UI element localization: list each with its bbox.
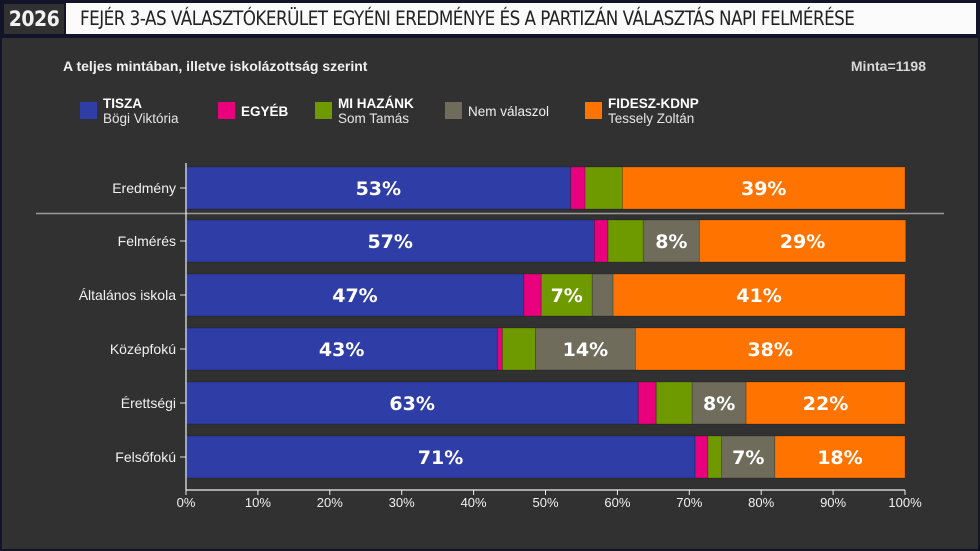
bar-segment-nem-valaszol-felmeres (642, 219, 700, 263)
bar-segment-fidesz-kdnp-kozepfoku (634, 327, 906, 371)
year-badge: 2026 (4, 4, 64, 34)
data-label-mi-hazank-altalanos-iskola: 7% (551, 285, 583, 307)
legend-item-fidesz: FIDESZ-KDNP Tessely Zoltán (585, 96, 699, 126)
bar-segment-mi-hazank-kozepfoku (501, 327, 536, 371)
chart-subtitle: A teljes mintában, illetve iskolázottság… (63, 58, 368, 74)
x-tick-label: 50% (532, 495, 558, 510)
data-label-fidesz-kdnp-kozepfoku: 38% (747, 339, 792, 361)
bar-segment-egyeb-erettsegi (637, 381, 657, 425)
category-label-erettsegi: Érettségi (121, 395, 176, 411)
header-bar: 2026 FEJÉR 3-AS VÁLASZTÓKERÜLET EGYÉNI E… (0, 0, 980, 38)
x-tick-label: 70% (676, 495, 702, 510)
chart-title-text: FEJÉR 3-AS VÁLASZTÓKERÜLET EGYÉNI EREDMÉ… (80, 7, 855, 30)
data-label-fidesz-kdnp-eredmeny: 39% (741, 178, 786, 200)
data-label-nem-valaszol-kozepfoku: 14% (563, 339, 608, 361)
legend-swatch-egyeb (218, 102, 235, 119)
bar-segment-egyeb-felmeres (593, 219, 609, 263)
category-label-kozepfoku: Középfokú (110, 341, 176, 357)
category-label-felmeres: Felmérés (118, 233, 176, 249)
data-label-tisza-altalanos-iskola: 47% (332, 285, 377, 307)
bar-segment-mi-hazank-erettsegi (655, 381, 693, 425)
x-tick-label: 0% (177, 495, 196, 510)
bar-segment-nem-valaszol-erettsegi (691, 381, 747, 425)
data-label-fidesz-kdnp-felsofoku: 18% (817, 447, 862, 469)
data-label-tisza-felsofoku: 71% (418, 447, 463, 469)
legend-sublabel: Bögi Viktória (103, 111, 179, 126)
legend-swatch-mi-hazank (315, 102, 332, 119)
bar-segment-fidesz-kdnp-felmeres (698, 219, 907, 263)
bar-segment-mi-hazank-eredmeny (584, 166, 623, 210)
data-label-nem-valaszol-felsofoku: 7% (732, 447, 764, 469)
x-tick-label: 20% (317, 495, 343, 510)
bar-segment-egyeb-felsofoku (694, 435, 709, 479)
bar-segment-mi-hazank-felmeres (607, 219, 644, 263)
bar-segment-egyeb-eredmeny (570, 166, 586, 210)
data-label-tisza-kozepfoku: 43% (319, 339, 364, 361)
bar-segment-nem-valaszol-kozepfoku (535, 327, 636, 371)
data-label-nem-valaszol-erettsegi: 8% (703, 393, 735, 415)
category-label-altalanos-iskola: Általános iskola (79, 287, 176, 303)
bar-segment-nem-valaszol-altalanos-iskola (591, 273, 614, 317)
category-label-eredmeny: Eredmény (112, 180, 176, 196)
legend-label: MI HAZÁNK (338, 96, 414, 111)
bar-segment-tisza-kozepfoku (185, 327, 498, 371)
bar-segment-mi-hazank-felsofoku (707, 435, 723, 479)
data-label-tisza-felmeres: 57% (367, 231, 412, 253)
x-tick-label: 90% (820, 495, 846, 510)
bar-segment-tisza-felmeres (185, 219, 595, 263)
legend-item-tisza: TISZA Bögi Viktória (80, 96, 179, 126)
bar-segment-fidesz-kdnp-felsofoku (774, 435, 906, 479)
data-label-fidesz-kdnp-altalanos-iskola: 41% (736, 285, 781, 307)
x-tick-label: 10% (245, 495, 271, 510)
legend-label: TISZA (103, 96, 142, 111)
x-tick-label: 80% (748, 495, 774, 510)
data-label-nem-valaszol-felmeres: 8% (655, 231, 687, 253)
data-label-fidesz-kdnp-felmeres: 29% (780, 231, 825, 253)
category-label-felsofoku: Felsőfokú (115, 449, 176, 465)
legend-sublabel: Som Tamás (338, 111, 410, 126)
legend-item-mi-hazank: MI HAZÁNK Som Tamás (315, 96, 414, 126)
legend-label: FIDESZ-KDNP (608, 96, 699, 111)
x-tick-label: 40% (461, 495, 487, 510)
x-tick-label: 30% (389, 495, 415, 510)
chart-title: FEJÉR 3-AS VÁLASZTÓKERÜLET EGYÉNI EREDMÉ… (66, 3, 976, 34)
bar-segment-fidesz-kdnp-erettsegi (745, 381, 906, 425)
bar-segment-egyeb-altalanos-iskola (523, 273, 542, 317)
legend-sublabel: Tessely Zoltán (608, 111, 695, 126)
legend-label: EGYÉB (241, 104, 289, 119)
data-label-tisza-eredmeny: 53% (356, 178, 401, 200)
legend-label: Nem válaszol (468, 104, 550, 119)
bar-segment-tisza-felsofoku (185, 435, 696, 479)
data-label-fidesz-kdnp-erettsegi: 22% (803, 393, 848, 415)
bar-segment-mi-hazank-altalanos-iskola (540, 273, 593, 317)
x-tick-label: 100% (888, 495, 922, 510)
legend-swatch-tisza (80, 102, 97, 119)
bar-segment-fidesz-kdnp-altalanos-iskola (612, 273, 906, 317)
legend-swatch-fidesz (585, 102, 602, 119)
sample-size: Minta=1198 (850, 58, 926, 74)
legend-swatch-nem-valaszol (445, 102, 462, 119)
bar-segment-fidesz-kdnp-eredmeny (622, 166, 906, 210)
legend-item-egyeb: EGYÉB (218, 96, 288, 119)
bar-segment-egyeb-kozepfoku (496, 327, 503, 371)
data-label-tisza-erettsegi: 63% (389, 393, 434, 415)
bar-segment-nem-valaszol-felsofoku (721, 435, 776, 479)
bar-segment-tisza-erettsegi (185, 381, 639, 425)
bar-segment-tisza-altalanos-iskola (185, 273, 525, 317)
x-tick-label: 60% (604, 495, 630, 510)
legend-item-nem-valaszol: Nem válaszol (445, 96, 549, 119)
